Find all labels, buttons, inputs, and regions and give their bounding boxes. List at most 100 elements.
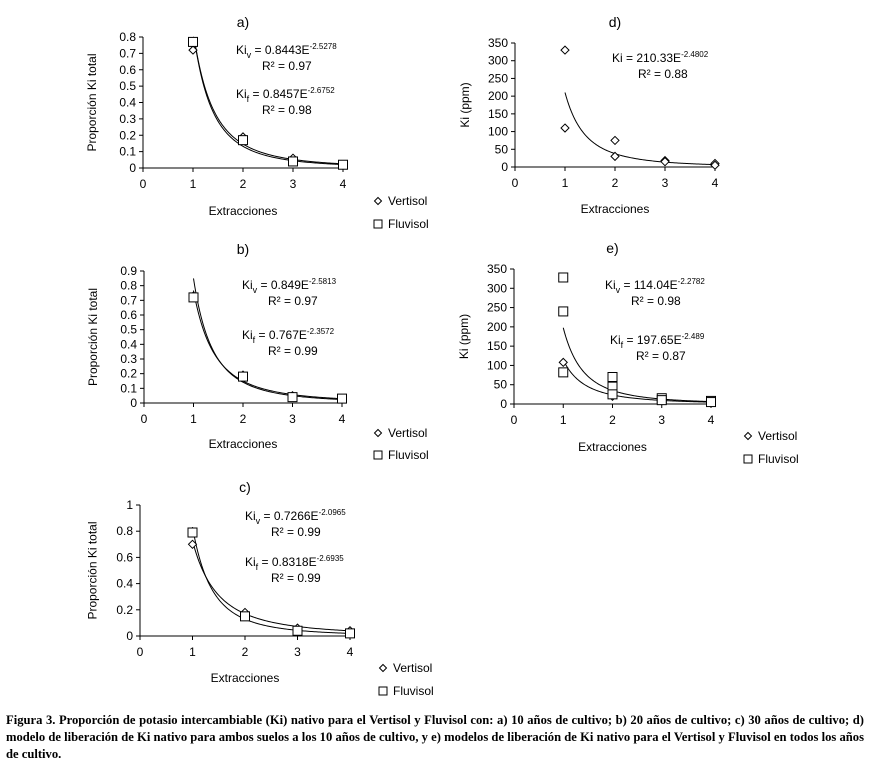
data-point-ki [610,135,620,146]
data-point-fluvisol [238,371,248,382]
x-tick-label: 3 [662,176,669,190]
y-tick-label: 0.4 [116,577,133,591]
fit-curve [192,36,344,166]
y-tick-label: 0.9 [120,264,137,278]
x-axis-label: Extracciones [581,202,650,216]
x-axis-label: Extracciones [578,440,647,454]
y-axis-label: Ki (ppm) [458,82,472,127]
fit-equation: Kif = 0.8457E-2.6752 [236,86,335,104]
y-tick-label: 300 [487,281,507,295]
x-tick-label: 4 [340,177,347,191]
data-point-fluvisol [607,389,618,400]
y-tick-label: 0 [501,160,508,174]
y-tick-label: 50 [494,378,508,392]
y-axis-label: Ki (ppm) [457,314,471,359]
legend-marker-fluvisol [378,686,388,696]
x-tick-label: 1 [190,177,197,191]
fit-r-squared: R² = 0.88 [638,67,688,81]
data-point-vertisol [188,45,198,55]
x-tick-label: 0 [137,645,144,659]
y-tick-label: 0.3 [120,352,137,366]
fit-r-squared: R² = 0.98 [631,294,681,308]
x-tick-label: 3 [289,412,296,426]
fit-r-squared: R² = 0.87 [636,349,686,363]
data-point-ki [560,45,570,55]
y-tick-label: 0.2 [119,128,136,142]
y-tick-label: 0.3 [119,112,136,126]
data-point-fluvisol [345,628,355,639]
y-tick-label: 0.8 [116,524,133,538]
data-point-fluvisol [656,395,667,406]
x-axis-label: Extracciones [209,204,278,218]
fit-curve [564,92,716,166]
chart-b: b)00.10.20.30.40.50.60.70.80.90 1 2 3 4Extra… [86,241,428,462]
legend-marker-vertisol [378,663,388,673]
y-tick-label: 350 [487,262,507,276]
x-tick-label: 3 [290,177,297,191]
y-tick-label: 1 [126,498,133,512]
chart-c: c) 0 0.2 0.4 0.6 0.8 1 0 1 2 3 4 Extracciones Proporc… [85,479,433,698]
fit-curve [562,359,712,403]
fit-r-squared: R² = 0.99 [271,525,321,539]
y-tick-label: 0 [130,396,137,410]
y-tick-label: 300 [488,54,508,68]
legend-marker-vertisol [373,428,383,438]
figure-charts: a)00.10.20.30.40.50.60.70.80 1 2 3 4Extracci… [85,14,799,698]
x-tick-label: 2 [609,413,616,427]
fit-curve [562,327,712,403]
figure-caption: Figura 3. Proporción de potasio intercam… [6,713,864,761]
chart-title: a) [237,14,249,30]
legend-label: Fluvisol [388,217,429,231]
legend-label: Vertisol [758,429,797,443]
x-tick-label: 3 [658,413,665,427]
legend-label: Vertisol [388,194,427,208]
y-tick-label: 0.7 [120,293,137,307]
y-tick-label: 100 [487,358,507,372]
legend-label: Vertisol [393,661,432,675]
y-tick-label: 250 [487,301,507,315]
data-point-fluvisol [288,156,298,167]
y-tick-label: 0.1 [120,381,137,395]
x-axis-label: Extracciones [211,671,280,685]
y-tick-label: 200 [488,89,508,103]
data-point-fluvisol [706,397,716,408]
fit-equation: Ki = 210.33E-2.4802 [612,50,709,65]
y-axis-label: Proporción Ki total [85,53,99,151]
x-axis-label: Extracciones [209,437,278,451]
y-tick-label: 0.4 [119,96,136,110]
fit-curve [192,526,351,634]
chart-title: b) [237,241,249,257]
x-tick-label: 1 [560,413,567,427]
legend-marker-vertisol [373,196,383,206]
fit-curve [193,290,343,400]
fit-equation: Kiv = 0.8443E-2.5278 [236,42,337,60]
data-point-fluvisol [240,611,250,622]
legend-marker-fluvisol [373,219,383,229]
data-point-fluvisol [238,135,248,146]
chart-title: e) [606,240,618,256]
x-tick-label: 1 [562,176,569,190]
y-tick-label: 250 [488,71,508,85]
chart-a: a) 0 0.1 0.2 0.3 0.4 0.5 0.6 0.7 0.8 0 1 2 3 4 Extracci… [85,14,428,231]
y-tick-label: 0 [500,397,507,411]
legend-label: Fluvisol [758,452,799,466]
x-tick-label: 0 [140,177,147,191]
data-point-fluvisol [188,36,198,47]
x-tick-label: 0 [511,413,518,427]
x-tick-label: 4 [339,412,346,426]
fit-equation: Kiv = 0.7266E-2.0965 [245,508,346,526]
y-tick-label: 0 [126,629,133,643]
fit-r-squared: R² = 0.97 [262,59,312,73]
chart-title: d) [609,14,621,30]
fit-r-squared: R² = 0.97 [268,294,318,308]
x-tick-label: 2 [612,176,619,190]
data-point-fluvisol [338,159,348,170]
data-point-vertisol [558,357,568,368]
x-tick-label: 2 [240,412,247,426]
y-tick-label: 0.5 [119,79,136,93]
chart-title: c) [239,479,251,495]
y-tick-label: 200 [487,320,507,334]
legend-marker-vertisol [743,431,753,441]
y-tick-label: 0.2 [120,367,137,381]
data-point-fluvisol [558,272,569,283]
